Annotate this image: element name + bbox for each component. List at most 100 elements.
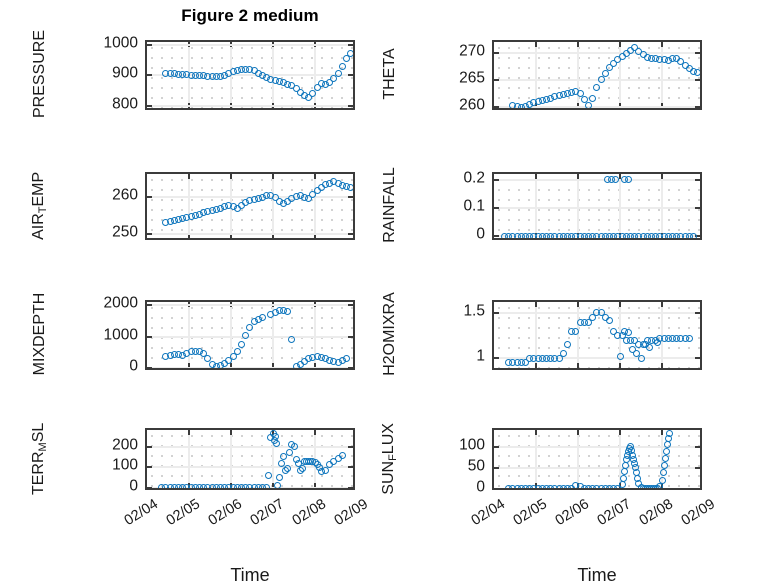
data-point: [610, 327, 618, 335]
tick-bottom: [230, 233, 232, 238]
data-point: [347, 184, 353, 192]
panel-air_temp: 250 260 AIRTEMP: [30, 172, 355, 240]
tick-top: [577, 302, 579, 307]
data-point: [633, 350, 641, 358]
data-point: [347, 50, 353, 58]
y-tick-label: 0: [129, 477, 138, 495]
y-axis-title-pressure: PRESSURE: [31, 29, 48, 119]
tick-top: [230, 430, 232, 435]
y-tick-label: 200: [112, 435, 138, 453]
gridline-vertical: [535, 302, 537, 368]
data-point: [665, 430, 673, 437]
data-point: [290, 443, 298, 451]
data-point: [659, 469, 667, 477]
data-point: [637, 354, 645, 362]
tick-bottom: [619, 363, 621, 368]
tick-bottom: [230, 363, 232, 368]
data-point: [313, 83, 321, 91]
data-point: [284, 464, 292, 472]
gridline-horizontal: [494, 178, 700, 181]
data-point: [238, 340, 245, 348]
data-point: [259, 314, 266, 322]
axes-air_temp: [145, 172, 355, 240]
data-point: [654, 338, 662, 346]
gridline-horizontal: [147, 335, 353, 338]
tick-right: [348, 304, 353, 307]
data-point: [663, 441, 671, 449]
tick-top: [535, 430, 537, 435]
tick-right: [695, 178, 700, 181]
tick-left: [494, 235, 499, 238]
tick-left: [147, 195, 152, 198]
gridline-horizontal: [494, 78, 700, 81]
axes-sun_flux: [492, 428, 702, 490]
gridline-horizontal: [147, 233, 353, 236]
tick-right: [348, 104, 353, 107]
tick-right: [348, 335, 353, 338]
tick-bottom: [188, 363, 190, 368]
gridline-vertical: [661, 174, 663, 238]
y-tick-label: 270: [459, 42, 485, 60]
data-point: [298, 464, 306, 472]
gridline-horizontal: [494, 207, 700, 209]
data-point: [555, 354, 563, 362]
gridline-vertical: [661, 42, 663, 108]
data-point: [606, 316, 613, 324]
y-tick-label: 900: [112, 64, 138, 82]
data-point: [564, 341, 571, 349]
tick-top: [314, 430, 316, 435]
tick-top: [619, 302, 621, 307]
gridline-vertical: [619, 430, 621, 488]
gridline-horizontal: [147, 104, 353, 107]
gridline-horizontal: [147, 74, 353, 77]
axes-terr_msl: [145, 428, 355, 490]
panel-pressure: 800 900 1000 PRESSURE: [31, 30, 355, 118]
data-point: [618, 480, 626, 488]
tick-left: [494, 445, 499, 448]
data-point: [629, 345, 637, 353]
gridline-vertical: [188, 302, 190, 368]
tick-bottom: [314, 363, 316, 368]
gridline-vertical: [314, 302, 316, 368]
tick-top: [577, 42, 579, 47]
tick-left: [147, 44, 152, 47]
axes-h2omixra: [492, 300, 702, 370]
y-axis-title-theta: THETA: [381, 48, 398, 100]
gridline-vertical: [272, 302, 274, 368]
gridline-horizontal: [494, 357, 700, 360]
tick-top: [661, 302, 663, 307]
tick-left: [147, 466, 152, 469]
data-point: [296, 88, 304, 96]
data-point: [572, 327, 580, 335]
data-point: [635, 47, 643, 55]
data-point: [246, 323, 254, 331]
y-tick-label: 0: [129, 357, 138, 375]
gridline-vertical: [577, 42, 579, 108]
data-point: [322, 466, 329, 474]
data-point: [690, 232, 697, 238]
tick-right: [695, 311, 700, 314]
y-tick-label: 1: [476, 347, 485, 365]
data-point: [641, 341, 649, 349]
tick-top: [535, 42, 537, 47]
gridline-horizontal: [494, 105, 700, 108]
tick-left: [147, 74, 152, 77]
tick-left: [494, 207, 499, 209]
data-point: [284, 198, 292, 206]
tick-right: [695, 51, 700, 54]
data-point: [610, 59, 618, 67]
tick-top: [577, 430, 579, 435]
data-point: [593, 84, 601, 92]
y-tick-label: 1000: [103, 325, 138, 343]
tick-bottom: [535, 103, 537, 108]
gridline-vertical: [272, 430, 274, 488]
axes-theta: [492, 40, 702, 110]
data-point: [275, 474, 283, 482]
x-axis-title: Time: [577, 565, 617, 585]
y-tick-label: 100: [459, 436, 485, 453]
tick-right: [348, 74, 353, 77]
gridline-horizontal: [494, 445, 700, 448]
tick-bottom: [272, 363, 274, 368]
y-axis-title-sun_flux: SUNFLUX: [380, 423, 399, 495]
